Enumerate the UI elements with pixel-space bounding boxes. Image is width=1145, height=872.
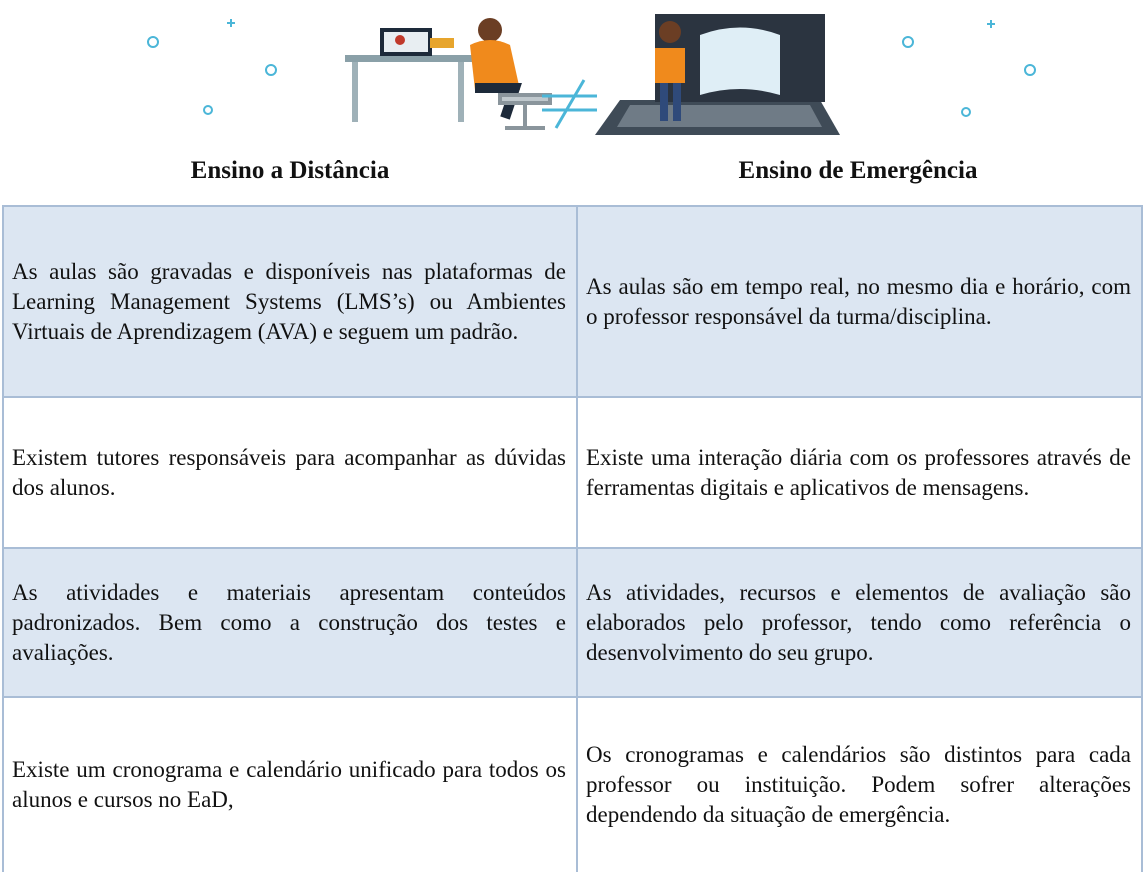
comparison-table: As aulas são gravadas e disponíveis nas …	[2, 205, 1143, 872]
cell: Existe um cronograma e calendário unific…	[2, 696, 578, 872]
cell: Os cronogramas e calendários são distint…	[576, 696, 1143, 872]
table-row: As atividades e materiais apresentam con…	[2, 547, 1143, 698]
cell: As aulas são em tempo real, no mesmo dia…	[576, 205, 1143, 398]
distance-learning-icon	[345, 18, 552, 130]
left-title: Ensino a Distância	[190, 157, 390, 184]
cell: As atividades e materiais apresentam con…	[2, 547, 578, 698]
cell: Existe uma interação diária com os profe…	[576, 396, 1143, 549]
table-row: As aulas são gravadas e disponíveis nas …	[2, 205, 1143, 398]
right-title: Ensino de Emergência	[738, 157, 978, 184]
table-row: Existe um cronograma e calendário unific…	[2, 696, 1143, 872]
cell: As aulas são gravadas e disponíveis nas …	[2, 205, 578, 398]
illustration	[147, 14, 1036, 135]
decor	[147, 19, 1036, 117]
not-equal-sign	[542, 79, 597, 129]
emergency-learning-icon	[595, 14, 840, 135]
cell: Existem tutores responsáveis para acompa…	[2, 396, 578, 549]
cell: As atividades, recursos e elementos de a…	[576, 547, 1143, 698]
table-row: Existem tutores responsáveis para acompa…	[2, 396, 1143, 549]
